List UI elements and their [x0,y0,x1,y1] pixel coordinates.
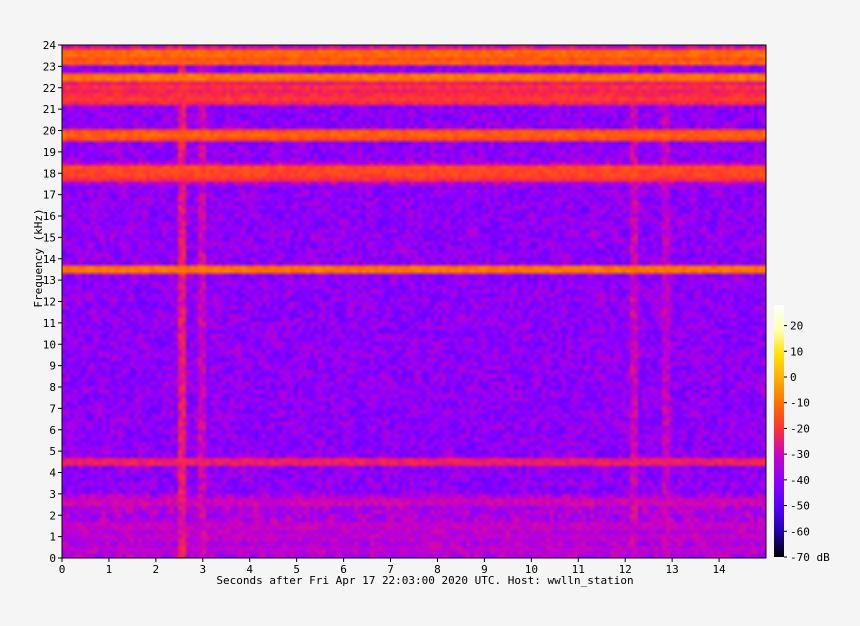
y-tick-label: 10 [43,338,56,351]
y-tick-label: 24 [43,39,57,52]
colorbar: 20 10 0 -10 -20 -30 -40 -50 -60 -70 dB [774,305,830,564]
y-tick-label: 6 [49,424,56,437]
colorbar-tick-label: -20 [790,422,810,435]
y-tick-label: 5 [49,445,56,458]
spectrogram-image [62,45,766,558]
y-tick-label: 7 [49,402,56,415]
x-tick-label: 8 [434,563,441,576]
x-axis-title: Seconds after Fri Apr 17 22:03:00 2020 U… [216,574,633,587]
x-tick-label: 1 [106,563,113,576]
x-tick-label: 6 [340,563,347,576]
y-tick-label: 1 [49,531,56,544]
x-tick-label: 3 [199,563,206,576]
y-axis-title: Frequency (kHz) [32,208,45,307]
y-tick-label: 11 [43,317,56,330]
y-tick-label: 18 [43,167,56,180]
x-tick-label: 11 [572,563,585,576]
x-tick-label: 10 [525,563,538,576]
y-tick-label: 13 [43,274,56,287]
y-tick-label: 21 [43,103,56,116]
x-tick-label: 5 [293,563,300,576]
y-tick-label: 9 [49,360,56,373]
y-tick-label: 3 [49,488,56,501]
x-tick-label: 2 [153,563,160,576]
colorbar-tick-label: -10 [790,397,810,410]
y-tick-label: 14 [43,253,57,266]
colorbar-tick-label: -60 [790,525,810,538]
colorbar-tick-label: -50 [790,500,810,513]
colorbar-tick-label: -30 [790,448,810,461]
y-tick-label: 4 [49,467,56,480]
colorbar-tick-label: -70 dB [790,551,830,564]
y-tick-label: 16 [43,210,56,223]
x-tick-label: 13 [666,563,679,576]
y-tick-label: 12 [43,296,56,309]
plot-area [61,44,767,559]
x-tick-label: 14 [712,563,726,576]
x-tick-label: 7 [387,563,394,576]
y-tick-label: 8 [49,381,56,394]
colorbar-tick-label: 0 [790,371,797,384]
x-tick-label: 0 [59,563,66,576]
x-tick-label: 4 [246,563,253,576]
y-tick-label: 17 [43,189,56,202]
x-tick-label: 12 [619,563,632,576]
y-tick-label: 15 [43,231,56,244]
y-tick-label: 19 [43,146,56,159]
y-tick-label: 2 [49,509,56,522]
colorbar-tick-label: 20 [790,320,803,333]
y-tick-label: 20 [43,125,56,138]
y-tick-label: 23 [43,60,56,73]
colorbar-tick-label: 10 [790,345,803,358]
colorbar-scale [774,305,784,557]
y-tick-label: 0 [49,552,56,565]
y-tick-label: 22 [43,82,56,95]
colorbar-tick-label: -40 [790,474,810,487]
x-tick-label: 9 [481,563,488,576]
x-axis: 0 1 2 3 4 5 6 7 8 9 10 11 12 13 14 [59,558,726,576]
